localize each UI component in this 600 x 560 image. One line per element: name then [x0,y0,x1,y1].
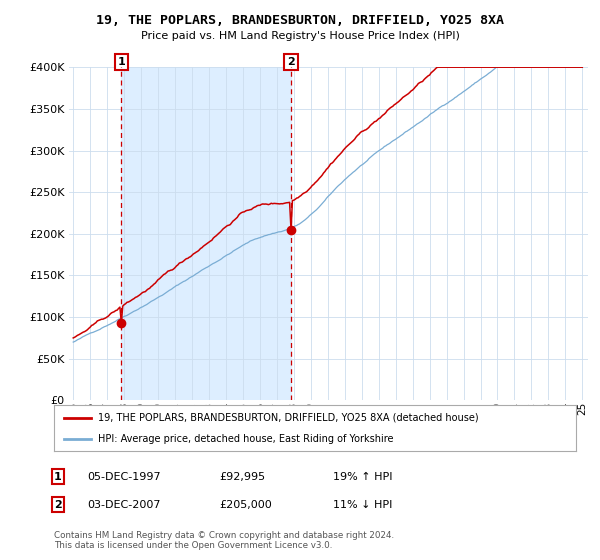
Bar [121,67,291,400]
Text: 03-DEC-2007: 03-DEC-2007 [87,500,161,510]
Text: 05-DEC-1997: 05-DEC-1997 [87,472,161,482]
Text: 1: 1 [118,57,125,67]
Text: 19, THE POPLARS, BRANDESBURTON, DRIFFIELD, YO25 8XA (detached house): 19, THE POPLARS, BRANDESBURTON, DRIFFIEL… [98,413,479,423]
Text: 19, THE POPLARS, BRANDESBURTON, DRIFFIELD, YO25 8XA: 19, THE POPLARS, BRANDESBURTON, DRIFFIEL… [96,14,504,27]
Text: 2: 2 [287,57,295,67]
Text: Price paid vs. HM Land Registry's House Price Index (HPI): Price paid vs. HM Land Registry's House … [140,31,460,41]
Text: 11% ↓ HPI: 11% ↓ HPI [333,500,392,510]
Text: £205,000: £205,000 [219,500,272,510]
Text: 19% ↑ HPI: 19% ↑ HPI [333,472,392,482]
Text: HPI: Average price, detached house, East Riding of Yorkshire: HPI: Average price, detached house, East… [98,435,394,444]
Text: Contains HM Land Registry data © Crown copyright and database right 2024.
This d: Contains HM Land Registry data © Crown c… [54,530,394,550]
Text: 2: 2 [54,500,62,510]
Text: £92,995: £92,995 [219,472,265,482]
Text: 1: 1 [54,472,62,482]
